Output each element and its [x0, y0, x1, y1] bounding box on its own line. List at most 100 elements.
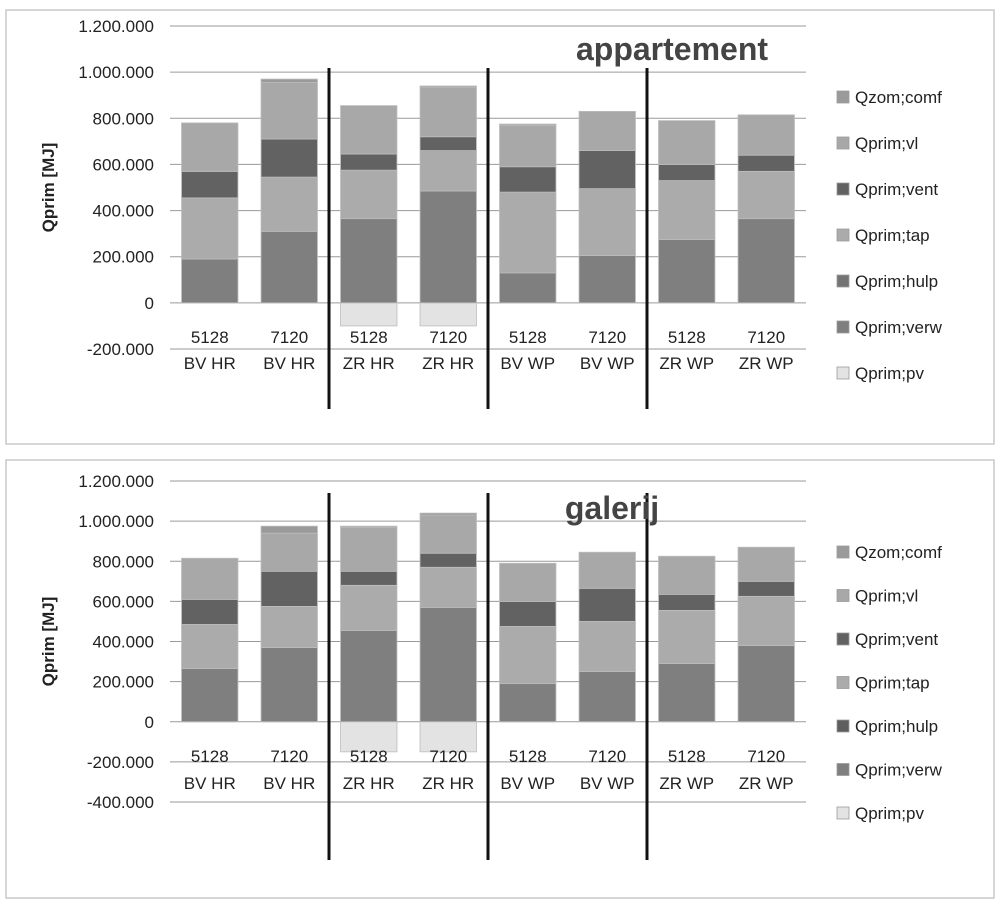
y-tick-label: -200.000: [87, 340, 154, 359]
y-tick-label: 0: [145, 294, 154, 313]
x-tick-label: ZR HR: [422, 774, 474, 793]
y-tick-label: -200.000: [87, 753, 154, 772]
bar-segment: [737, 546, 795, 582]
bar-segment: [419, 86, 477, 138]
chart-panel-1: -400.000 -200.000 0 200.000 400.000 600.000 80…: [5, 459, 995, 899]
bar-segment: [419, 512, 477, 516]
bar-segment: [260, 605, 318, 648]
bar-segment: [737, 580, 795, 597]
bar-segment: [737, 114, 795, 156]
bar-segment: [499, 626, 557, 685]
bar-segment: [658, 593, 716, 611]
bar-segment: [340, 525, 398, 528]
bar-segment: [578, 587, 636, 622]
y-tick-label: 400.000: [93, 202, 154, 221]
legend-entry: Qzom;comf: [855, 88, 942, 107]
bar-segment: [578, 188, 636, 256]
bar-segment: [419, 85, 477, 88]
x-tick-label: 7120: [270, 747, 308, 766]
x-tick-label: 7120: [270, 328, 308, 347]
x-tick-label: BV HR: [184, 774, 236, 793]
bar-segment: [260, 82, 318, 140]
x-tick-label: ZR WP: [659, 774, 714, 793]
bar-segment: [658, 180, 716, 240]
x-tick-label: 5128: [350, 747, 388, 766]
legend-entry: Qprim;vent: [855, 180, 938, 199]
bar-segment: [181, 122, 239, 172]
legend-swatch: [836, 228, 850, 242]
legend-swatch: [836, 806, 850, 820]
legend-swatch: [836, 763, 850, 776]
bar-segment: [340, 169, 398, 220]
bar-segment: [578, 621, 636, 672]
y-tick-label: -400.000: [87, 793, 154, 812]
x-tick-label: 7120: [588, 747, 626, 766]
x-tick-label: 7120: [429, 747, 467, 766]
legend-swatch: [836, 676, 850, 689]
bar-segment: [260, 176, 318, 232]
chart-panel-0: -200.000 0 200.000 400.000 600.000 800.000 1.0…: [5, 9, 995, 445]
bar-segment: [181, 197, 239, 260]
legend-entry: Qprim;pv: [855, 364, 924, 383]
x-tick-label: ZR WP: [659, 354, 714, 373]
legend-swatch: [836, 719, 850, 733]
bar-segment: [340, 218, 398, 304]
y-tick-label: 800.000: [93, 109, 154, 128]
x-tick-label: 5128: [191, 747, 229, 766]
bar-segment: [737, 645, 795, 723]
bar-segment: [260, 230, 318, 304]
legend-entry: Qprim;verw: [855, 318, 943, 337]
bar-segment: [181, 668, 239, 723]
x-tick-label: BV HR: [184, 354, 236, 373]
legend-swatch: [836, 545, 850, 559]
bar-segment: [658, 239, 716, 304]
y-tick-label: 1.000.000: [78, 63, 154, 82]
bar-segment: [340, 630, 398, 723]
legend-swatch: [836, 320, 850, 334]
bar-segment: [260, 532, 318, 572]
bar-segment: [419, 606, 477, 723]
x-tick-label: 5128: [668, 328, 706, 347]
bar-segment: [499, 123, 557, 126]
bar-segment: [737, 218, 795, 304]
x-tick-label: ZR WP: [739, 354, 794, 373]
x-tick-label: ZR HR: [343, 774, 395, 793]
legend-swatch: [836, 366, 850, 380]
bar-segment: [578, 150, 636, 190]
bar-segment: [499, 124, 557, 168]
legend-swatch: [836, 136, 850, 150]
legend-entry: Qprim;vent: [855, 630, 938, 649]
legend-swatch: [836, 274, 850, 288]
bar-segment: [181, 598, 239, 625]
x-tick-label: 7120: [588, 328, 626, 347]
bar-segment: [419, 136, 477, 151]
bar-segment: [181, 170, 239, 199]
y-tick-label: 0: [145, 713, 154, 732]
bar-segment: [578, 110, 636, 151]
x-tick-label: BV HR: [263, 774, 315, 793]
bar-segment: [419, 514, 477, 554]
bar-segment: [340, 570, 398, 586]
bar-segment: [419, 552, 477, 568]
bar-segment: [578, 671, 636, 723]
bar-segment: [419, 566, 477, 608]
bar-segment: [260, 78, 318, 83]
x-tick-label: 5128: [509, 747, 547, 766]
bar-segment: [340, 153, 398, 171]
bar-segment: [499, 166, 557, 193]
y-tick-label: 1.200.000: [78, 472, 154, 491]
x-tick-label: 5128: [191, 328, 229, 347]
bar-segment: [181, 624, 239, 669]
x-tick-label: BV WP: [500, 354, 555, 373]
legend-entry: Qprim;vl: [855, 134, 918, 153]
x-tick-label: 5128: [350, 328, 388, 347]
legend-swatch: [836, 589, 850, 602]
bar-segment: [499, 683, 557, 723]
x-tick-label: ZR HR: [422, 354, 474, 373]
bar-segment: [658, 164, 716, 181]
x-tick-label: BV WP: [580, 774, 635, 793]
x-tick-label: 7120: [747, 747, 785, 766]
y-tick-label: 200.000: [93, 673, 154, 692]
chart-title: appartement: [576, 31, 768, 67]
